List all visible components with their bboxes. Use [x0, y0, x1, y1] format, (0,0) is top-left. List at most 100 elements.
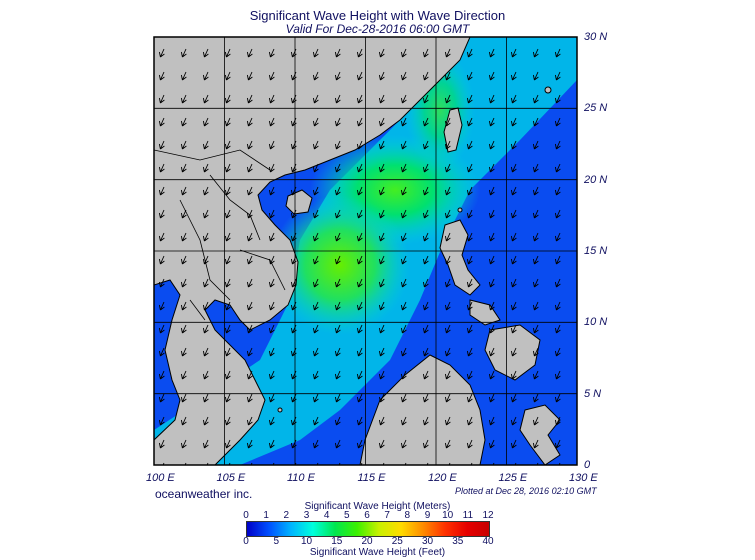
direction-arrow	[510, 232, 517, 242]
direction-arrow	[510, 94, 517, 104]
direction-arrow	[158, 117, 165, 127]
direction-arrow	[444, 140, 451, 150]
lon-label: 130 E	[569, 472, 598, 484]
direction-arrow	[400, 393, 407, 403]
direction-arrow	[422, 140, 429, 150]
direction-arrow	[246, 209, 253, 219]
direction-arrow	[422, 278, 429, 288]
direction-arrow	[466, 186, 473, 196]
peak-wave-zone	[270, 195, 410, 335]
direction-arrow	[378, 347, 385, 357]
direction-arrow	[334, 117, 341, 127]
direction-arrow	[180, 416, 187, 426]
direction-arrow	[444, 278, 451, 288]
direction-arrow	[312, 347, 319, 357]
direction-arrow	[180, 94, 187, 104]
colorbar-tick-meters: 6	[364, 510, 370, 521]
direction-arrow	[356, 255, 363, 265]
direction-arrow	[422, 48, 429, 58]
direction-arrow	[554, 94, 561, 104]
direction-arrow	[444, 301, 451, 311]
colorbar-tick-meters: 8	[404, 510, 411, 521]
direction-arrow	[532, 117, 539, 127]
colorbar-tick-feet: 25	[391, 536, 403, 547]
direction-arrow	[488, 278, 495, 288]
direction-arrow	[554, 347, 561, 357]
direction-arrow	[202, 301, 209, 311]
direction-arrow	[202, 186, 209, 196]
direction-arrow	[356, 278, 363, 288]
direction-arrow	[158, 71, 165, 81]
lon-label: 100 E	[146, 472, 175, 484]
direction-arrow	[378, 301, 385, 311]
lat-label: 10 N	[584, 316, 608, 329]
direction-arrow	[268, 301, 275, 311]
direction-arrow	[290, 324, 297, 334]
direction-arrow	[180, 163, 187, 173]
direction-arrow	[202, 71, 209, 81]
direction-arrow	[180, 255, 187, 265]
direction-arrow	[400, 163, 407, 173]
direction-arrow	[444, 255, 451, 265]
direction-arrow	[422, 232, 429, 242]
direction-arrow	[466, 370, 473, 380]
direction-arrow	[510, 71, 517, 81]
direction-arrow	[202, 347, 209, 357]
direction-arrow	[312, 370, 319, 380]
direction-arrow	[554, 439, 561, 449]
direction-arrow	[488, 140, 495, 150]
direction-arrow	[554, 163, 561, 173]
direction-arrow	[180, 71, 187, 81]
colorbar-tick-meters: 0	[243, 510, 249, 521]
direction-arrow	[334, 71, 341, 81]
direction-arrow	[356, 347, 363, 357]
direction-arrow	[356, 324, 363, 334]
direction-arrow	[268, 163, 275, 173]
direction-arrow	[378, 393, 385, 403]
direction-arrow	[158, 370, 165, 380]
direction-arrow	[158, 324, 165, 334]
direction-arrow	[246, 370, 253, 380]
direction-arrow	[158, 278, 165, 288]
direction-arrow	[466, 324, 473, 334]
direction-arrow	[224, 416, 231, 426]
direction-arrow	[532, 301, 539, 311]
direction-arrow	[532, 416, 539, 426]
direction-arrow	[268, 439, 275, 449]
direction-arrow	[224, 301, 231, 311]
direction-arrow	[422, 163, 429, 173]
direction-arrow	[224, 48, 231, 58]
direction-arrow	[444, 209, 451, 219]
colorbar-tick-meters: 9	[424, 510, 431, 521]
direction-arrow	[202, 209, 209, 219]
direction-arrow	[224, 94, 231, 104]
direction-arrow	[378, 255, 385, 265]
direction-arrow	[510, 370, 517, 380]
direction-arrow	[488, 232, 495, 242]
direction-arrow	[268, 140, 275, 150]
direction-arrow	[422, 393, 429, 403]
direction-arrow	[268, 416, 275, 426]
direction-arrow	[202, 232, 209, 242]
lat-label: 20 N	[584, 173, 608, 186]
direction-arrow	[400, 232, 407, 242]
map-title: Significant Wave Height with Wave Direct…	[249, 8, 506, 23]
direction-arrow	[488, 255, 495, 265]
direction-arrow	[312, 324, 319, 334]
direction-arrow	[268, 232, 275, 242]
direction-arrow	[356, 186, 363, 196]
direction-arrow	[334, 278, 341, 288]
direction-arrow	[224, 278, 231, 288]
colorbar-tick-meters: 10	[442, 510, 454, 521]
direction-arrow	[532, 370, 539, 380]
direction-arrow	[532, 393, 539, 403]
direction-arrow	[158, 163, 165, 173]
direction-arrow	[158, 393, 165, 403]
direction-arrow	[290, 117, 297, 127]
colorbar-tick-meters: 7	[384, 510, 390, 521]
direction-arrow	[334, 301, 341, 311]
direction-arrow	[488, 48, 495, 58]
direction-arrow	[510, 324, 517, 334]
lat-label: 15 N	[584, 245, 608, 257]
direction-arrow	[532, 324, 539, 334]
